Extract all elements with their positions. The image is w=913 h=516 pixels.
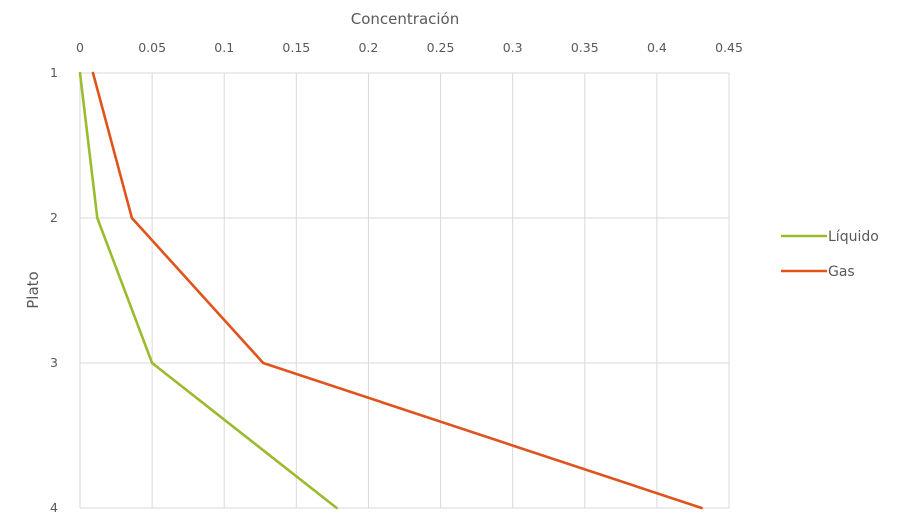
legend-label: Líquido xyxy=(828,229,879,245)
y-tick-labels: 1 2 3 4 xyxy=(50,65,58,515)
y-tick-label: 2 xyxy=(50,210,58,225)
y-tick-label: 4 xyxy=(50,500,58,515)
legend-label: Gas xyxy=(828,264,855,280)
series-line-liquido xyxy=(78,71,339,510)
x-tick-label: 0.25 xyxy=(427,40,455,55)
x-tick-labels: 0 0.05 0.1 0.15 0.2 0.25 0.3 0.35 0.4 0.45 xyxy=(76,40,743,55)
x-tick-label: 0.45 xyxy=(715,40,743,55)
x-tick-label: 0.2 xyxy=(358,40,378,55)
x-tick-label: 0.05 xyxy=(138,40,166,55)
legend-item: Gas xyxy=(781,264,855,280)
grid xyxy=(79,72,730,509)
x-tick-label: 0.3 xyxy=(503,40,523,55)
series-line-gas xyxy=(91,71,703,510)
legend-item: Líquido xyxy=(781,229,879,245)
x-axis-title: Concentración xyxy=(351,10,459,28)
series-layer xyxy=(78,71,703,510)
legend: Líquido Gas xyxy=(781,229,879,280)
x-tick-label: 0.4 xyxy=(647,40,667,55)
y-tick-label: 3 xyxy=(50,355,58,370)
y-axis-title: Plato xyxy=(24,271,42,308)
y-tick-label: 1 xyxy=(50,65,58,80)
x-tick-label: 0.1 xyxy=(214,40,234,55)
x-tick-label: 0.15 xyxy=(282,40,310,55)
x-tick-label: 0.35 xyxy=(571,40,599,55)
x-tick-label: 0 xyxy=(76,40,84,55)
